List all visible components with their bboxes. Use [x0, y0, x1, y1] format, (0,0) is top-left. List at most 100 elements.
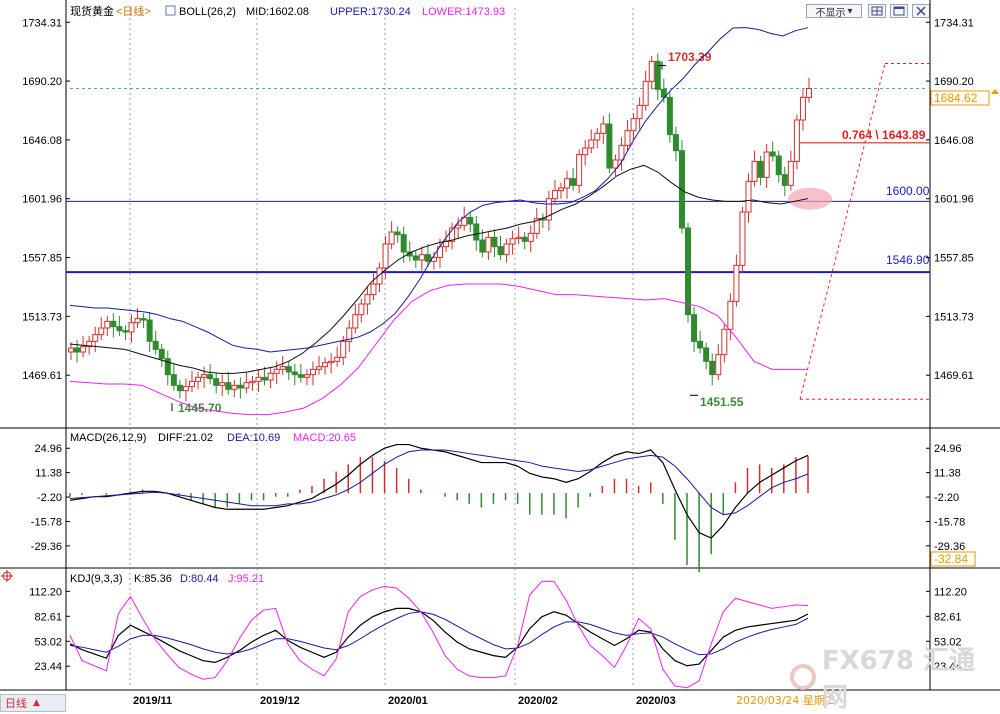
candle-body	[551, 190, 558, 200]
candle-body	[733, 264, 740, 302]
kdj-j-line	[69, 580, 809, 689]
macd-tick-label-left: -15.78	[31, 516, 62, 528]
candle-body	[334, 356, 341, 362]
boll-marker-box	[165, 5, 176, 16]
kdj-tick-label-left: 23.44	[34, 661, 62, 673]
candle-body	[152, 340, 159, 350]
candle-body	[98, 327, 105, 336]
candle-body	[739, 211, 746, 266]
candle-body	[806, 88, 812, 98]
kdj-tick-label-left: 112.20	[29, 586, 62, 598]
candle-body	[219, 382, 226, 386]
svg-text:1684.62: 1684.62	[934, 91, 978, 105]
candle-body	[691, 314, 698, 342]
candle-body	[170, 374, 177, 386]
candle-body	[588, 139, 595, 149]
candle-body	[594, 132, 601, 141]
kdj-k-line	[69, 607, 809, 667]
month-label: 2019/11	[133, 695, 172, 707]
candle-body	[600, 123, 607, 134]
main-tick-label-right: 1734.31	[934, 17, 974, 29]
candle-body	[382, 243, 389, 269]
candle-body	[394, 231, 401, 236]
candle-body	[104, 320, 111, 329]
candle-body	[666, 96, 673, 136]
candle-body	[703, 347, 710, 362]
candle-body	[612, 159, 619, 169]
candle-body	[521, 236, 528, 242]
chart-settings-button[interactable]	[868, 4, 886, 18]
candle-body	[164, 358, 171, 376]
candle-body	[545, 198, 552, 221]
macd-dea-line	[69, 449, 809, 516]
maximize-icon	[893, 6, 905, 16]
macd-title: MACD(26,12,9)	[70, 432, 146, 444]
kdj-d: D:80.44	[180, 573, 219, 585]
macd-tick-label-right: -15.78	[934, 516, 965, 528]
candle-body	[497, 246, 504, 256]
period-tab[interactable]: 日线 ▲	[0, 694, 66, 712]
main-tick-label-right: 1557.85	[934, 253, 974, 265]
hide-indicator-button[interactable]: 不显示 ▾	[806, 4, 862, 19]
main-tick-label-right: 1513.73	[934, 311, 974, 323]
candle-body	[564, 178, 571, 189]
candle-body	[503, 243, 510, 256]
candle-body	[642, 80, 649, 106]
kdj-tick-label-right: 23.44	[934, 661, 962, 673]
candle-body	[582, 147, 589, 156]
candle-body	[116, 326, 123, 332]
candle-body	[370, 283, 377, 296]
candle-body	[176, 384, 183, 392]
candle-body	[195, 376, 202, 382]
kdj-d-line	[69, 611, 809, 656]
macd-tick-label-right: -29.36	[934, 541, 965, 553]
candle-body	[388, 231, 395, 245]
candle-body	[697, 340, 704, 349]
kdj-tick-label-left: 53.02	[34, 636, 62, 648]
candle-body	[557, 187, 564, 192]
candle-body	[134, 318, 141, 324]
cursor-date-readout: 2020/03/24 星期二	[736, 694, 836, 707]
candle-body	[279, 366, 286, 370]
candle-body	[479, 239, 486, 253]
main-tick-label-left: 1513.73	[22, 311, 62, 323]
candle-body	[455, 224, 462, 229]
candle-body	[243, 382, 250, 389]
candle-body	[80, 346, 87, 353]
fib-trend-line	[799, 63, 886, 400]
candle-body	[606, 123, 613, 169]
candle-body	[255, 376, 262, 382]
month-label: 2020/01	[388, 695, 428, 707]
candle-body	[751, 160, 758, 182]
main-tick-label-left: 1469.61	[22, 370, 62, 382]
candle-body	[624, 130, 631, 146]
main-tick-label-left: 1646.08	[22, 135, 62, 147]
month-label: 2019/12	[260, 695, 300, 707]
candle-body	[297, 374, 304, 378]
candle-body	[352, 314, 359, 329]
high-label: 1703.39	[668, 50, 712, 64]
candle-body	[364, 294, 371, 305]
crosshair-icon[interactable]	[1, 570, 13, 582]
candle-body	[449, 227, 456, 242]
candle-body	[660, 88, 667, 98]
fib-label: 0.764 \ 1643.89	[842, 128, 926, 142]
boll-upper: UPPER:1730.24	[330, 6, 411, 18]
macd-dea: DEA:10.69	[227, 432, 280, 444]
candle-body	[648, 60, 655, 82]
candle-body	[709, 360, 716, 376]
maximize-button[interactable]	[890, 4, 908, 18]
macd-tick-label-right: 11.38	[934, 468, 961, 480]
candle-body	[467, 216, 474, 225]
candle-body	[515, 236, 522, 240]
candle-body	[618, 144, 625, 161]
candle-body	[237, 384, 244, 389]
hide-indicator-label: 不显示	[815, 7, 846, 19]
chart-marks: 2019/11 2019/12 2020/01 2020/02 2020/03 1734.…	[22, 8, 974, 707]
main-tick-label-right: 1646.08	[934, 135, 974, 147]
candle-body	[140, 318, 147, 321]
candle-body	[322, 362, 329, 368]
low-label-right: 1451.55	[700, 395, 744, 409]
candle-body	[769, 151, 776, 157]
